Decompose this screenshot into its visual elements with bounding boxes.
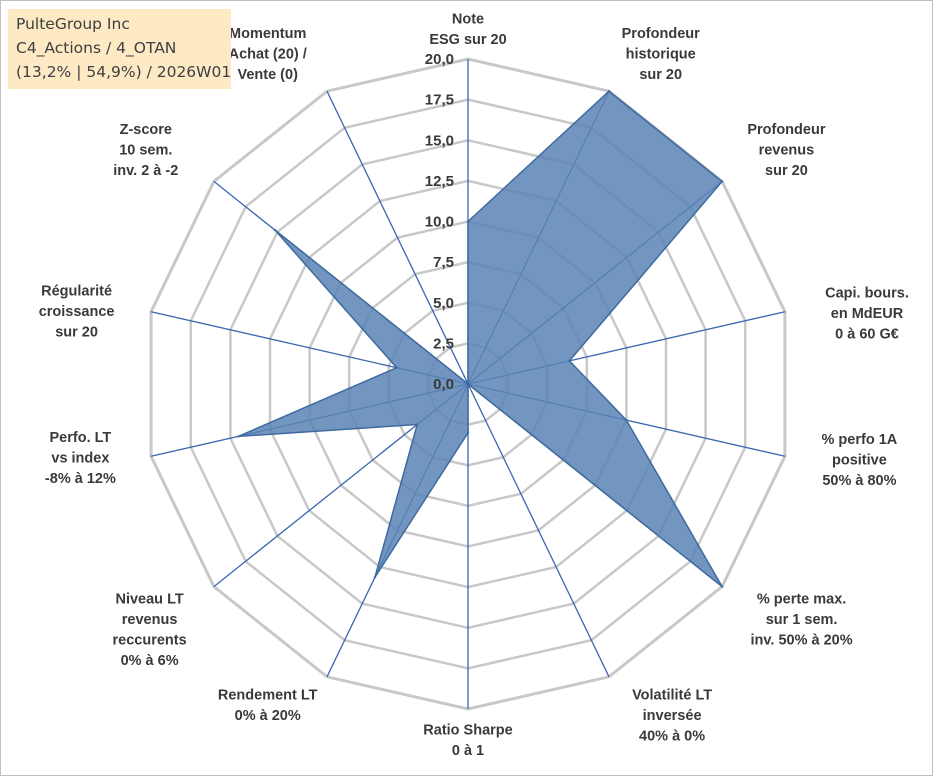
data-point-8 (373, 576, 377, 579)
axis-label-9-line-2: reccurents (113, 633, 187, 649)
axis-label-7-line-1: 0 à 1 (452, 743, 484, 759)
data-point-9 (416, 423, 419, 426)
data-point-1 (607, 90, 611, 93)
axis-label-12-line-0: Z-score (120, 122, 172, 138)
tick-label-4: 10,0 (425, 214, 454, 231)
axis-spoke-6 (467, 383, 610, 678)
title-box: PulteGroup Inc C4_Actions / 4_OTAN (13,2… (8, 9, 231, 89)
axis-label-12-line-1: 10 sem. (119, 142, 172, 158)
axis-label-4-line-0: % perfo 1A (822, 432, 898, 448)
axis-label-9: Niveau LT revenus reccurents 0% à 6% (113, 592, 187, 670)
axis-label-5-line-0: % perte max. (757, 592, 846, 608)
title-line-category: C4_Actions / 4_OTAN (16, 39, 177, 57)
axis-label-9-line-3: 0% à 6% (121, 653, 179, 669)
data-point-2 (720, 180, 724, 183)
data-point-5 (720, 585, 724, 588)
axis-label-0-line-1: ESG sur 20 (429, 32, 506, 48)
axis-label-10-line-0: Perfo. LT (50, 430, 112, 446)
tick-label-1: 2,5 (433, 335, 454, 352)
axis-label-8-line-1: 0% à 20% (235, 708, 301, 724)
axis-label-13-line-2: Vente (0) (237, 67, 298, 83)
tick-label-7: 17,5 (425, 92, 454, 109)
axis-label-5-line-2: inv. 50% à 20% (751, 633, 853, 649)
axis-label-11-line-2: sur 20 (55, 325, 98, 341)
axis-label-layer: Note ESG sur 20 Profondeur historique sur 20… (39, 12, 909, 760)
axis-label-7: Ratio Sharpe 0 à 1 (423, 723, 512, 760)
tick-label-layer: 0,0 2,5 5,0 7,5 10,0 12,5 15,0 17,5 20,0 (425, 51, 454, 393)
axis-label-5: % perte max. sur 1 sem. inv. 50% à 20% (751, 592, 853, 649)
axis-label-3-line-1: en MdEUR (831, 306, 904, 322)
tick-label-8: 20,0 (425, 51, 454, 68)
title-line-company: PulteGroup Inc (16, 15, 130, 33)
axis-label-9-line-0: Niveau LT (115, 592, 183, 608)
axis-label-12-line-2: inv. 2 à -2 (113, 163, 178, 179)
axis-label-7-line-0: Ratio Sharpe (423, 723, 512, 739)
title-line-stats: (13,2% | 54,9%) / 2026W01 (16, 63, 232, 81)
data-point-13 (466, 382, 470, 386)
series-layer (237, 90, 724, 588)
data-point-12 (273, 228, 277, 232)
axis-label-13-line-1: Achat (20) / (229, 46, 307, 62)
tick-label-2: 5,0 (433, 295, 454, 312)
axis-label-5-line-1: sur 1 sem. (766, 612, 838, 628)
axis-label-4: % perfo 1A positive 50% à 80% (822, 432, 898, 489)
axis-label-2-line-1: revenus (759, 142, 815, 158)
axis-label-1-line-2: sur 20 (639, 67, 682, 83)
tick-label-3: 7,5 (433, 254, 454, 271)
axis-label-12: Z-score 10 sem. inv. 2 à -2 (113, 122, 178, 179)
axis-label-2-line-0: Profondeur (747, 122, 825, 138)
axis-label-10: Perfo. LT vs index -8% à 12% (45, 430, 116, 487)
data-point-10 (237, 435, 240, 438)
axis-label-1: Profondeur historique sur 20 (622, 26, 700, 83)
tick-label-5: 12,5 (425, 173, 454, 190)
axis-label-2-line-2: sur 20 (765, 163, 808, 179)
data-point-7 (466, 431, 470, 434)
axis-label-1-line-1: historique (626, 46, 696, 62)
axis-label-6-line-2: 40% à 0% (639, 729, 705, 745)
data-point-11 (395, 366, 398, 369)
axis-label-13-line-0: Momentum (229, 26, 306, 42)
axis-label-11-line-1: croissance (39, 304, 115, 320)
axis-label-0-line-0: Note (452, 12, 484, 28)
axis-label-0: Note ESG sur 20 (429, 12, 506, 49)
axis-label-8: Rendement LT 0% à 20% (218, 688, 318, 725)
axis-label-8-line-0: Rendement LT (218, 688, 318, 704)
axis-label-4-line-1: positive (832, 452, 887, 468)
data-point-4 (625, 419, 628, 422)
axis-spoke-13 (326, 90, 469, 385)
axis-label-11-line-0: Régularité (41, 284, 112, 300)
data-point-0 (466, 220, 470, 223)
axis-label-2: Profondeur revenus sur 20 (747, 122, 825, 179)
axis-label-13: Momentum Achat (20) / Vente (0) (229, 26, 307, 83)
axis-label-3-line-2: 0 à 60 G€ (835, 327, 899, 343)
axis-label-3-line-0: Capi. bours. (825, 286, 909, 302)
axis-label-11: Régularité croissance sur 20 (39, 284, 115, 341)
axis-label-10-line-1: vs index (51, 450, 109, 466)
axis-label-6-line-1: inversée (643, 708, 702, 724)
axis-label-3: Capi. bours. en MdEUR 0 à 60 G€ (825, 286, 909, 343)
axis-label-6-line-0: Volatilité LT (632, 688, 712, 704)
axis-label-1-line-0: Profondeur (622, 26, 700, 42)
axis-label-10-line-2: -8% à 12% (45, 471, 116, 487)
axis-label-9-line-1: revenus (122, 612, 178, 628)
tick-label-0: 0,0 (433, 376, 454, 393)
axis-label-6: Volatilité LT inversée 40% à 0% (632, 688, 712, 745)
axis-label-4-line-2: 50% à 80% (822, 473, 896, 489)
tick-label-6: 15,0 (425, 132, 454, 149)
data-point-3 (568, 359, 571, 363)
